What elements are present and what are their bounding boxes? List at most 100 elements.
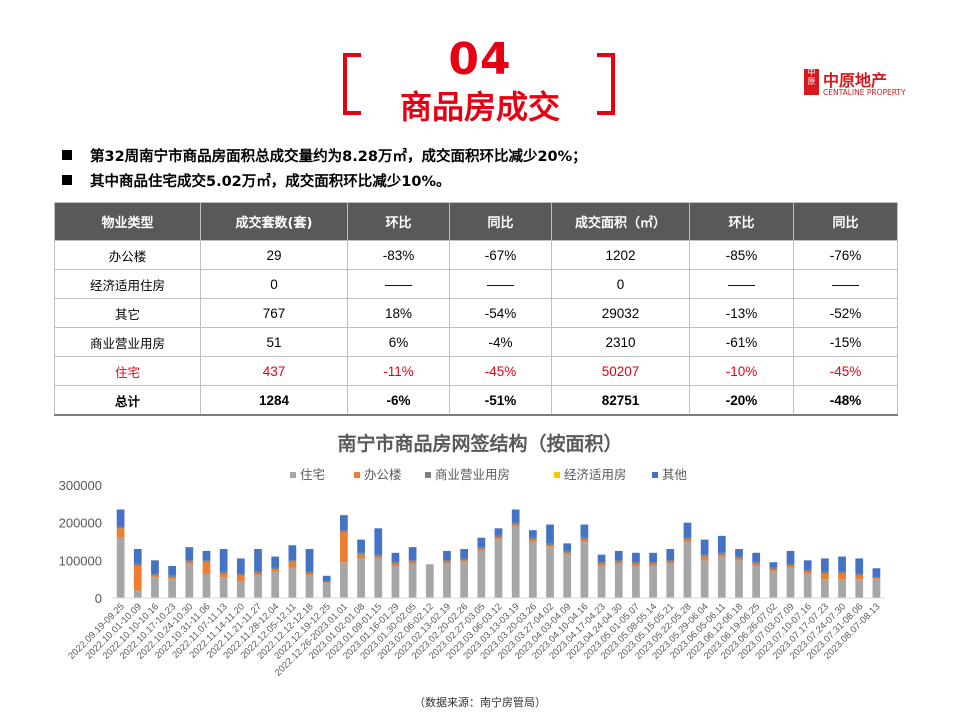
chart-title: 南宁市商品房网签结构（按面积） xyxy=(337,433,623,455)
bar-segment xyxy=(168,575,176,578)
bar-segment xyxy=(254,575,262,598)
bar-segment xyxy=(202,573,211,598)
bar-segment xyxy=(563,550,572,553)
bar-segment xyxy=(855,579,864,598)
bar-segment xyxy=(133,590,142,598)
bar-segment xyxy=(563,552,572,555)
bar-segment xyxy=(632,562,640,565)
bar-segment xyxy=(151,560,159,574)
bar-segment xyxy=(855,573,864,576)
legend-label: 经济适用房 xyxy=(564,467,627,482)
column-header: 成交面积（㎡） xyxy=(551,202,690,241)
bar-segment xyxy=(872,577,881,579)
bar-segment xyxy=(666,560,675,563)
bar-segment xyxy=(528,537,537,540)
table-cell: 767 xyxy=(200,298,348,328)
table-cell: 50207 xyxy=(551,356,690,386)
bar-segment xyxy=(254,549,262,572)
table-cell: 82751 xyxy=(551,385,690,416)
bar-segment xyxy=(219,549,228,572)
table-total-row: 总计 1284 -6% -51% 82751 -20% -48% xyxy=(54,385,898,416)
bar-segment xyxy=(185,560,194,563)
bar-segment xyxy=(546,543,554,546)
summary-bullet-1: 第32周南宁市商品房面积总成交量约为8.28万㎡，成交面积环比减少20%； xyxy=(62,145,587,166)
bar-segment xyxy=(340,530,348,533)
bar-segment xyxy=(202,550,211,561)
legend-swatch xyxy=(354,472,360,478)
stacked-bar-chart: 住宅 办公楼 商业营业用房 经济适用房 其他0100000200000300000202… xyxy=(59,467,885,679)
bar-segment xyxy=(528,530,537,538)
bar-segment xyxy=(803,573,812,598)
table-cell: -4% xyxy=(449,327,552,357)
bar-segment xyxy=(477,549,486,551)
bar-segment xyxy=(219,577,228,598)
bar-segment xyxy=(614,564,623,598)
bar-segment xyxy=(494,535,503,538)
table-cell: —— xyxy=(689,269,794,299)
table-cell: 29 xyxy=(200,240,348,270)
column-header: 同比 xyxy=(449,202,552,241)
bar-segment xyxy=(271,567,280,570)
bar-segment xyxy=(803,560,812,570)
table-cell: 其它 xyxy=(54,298,201,328)
bar-segment xyxy=(322,582,331,598)
table-cell: -45% xyxy=(449,356,552,386)
bar-segment xyxy=(357,539,365,553)
bar-segment xyxy=(597,565,606,598)
bar-segment xyxy=(151,577,159,598)
bar-segment xyxy=(477,547,486,550)
bar-segment xyxy=(288,562,297,568)
bar-segment xyxy=(580,537,589,540)
bar-segment xyxy=(717,552,726,555)
bar-segment xyxy=(288,567,297,598)
table-cell: 18% xyxy=(347,298,450,328)
bar-segment xyxy=(855,558,864,574)
summary-text-1: 第32周南宁市商品房面积总成交量约为8.28万㎡，成交面积环比减少20%； xyxy=(90,149,587,165)
bar-segment xyxy=(580,524,589,538)
bar-segment xyxy=(425,564,434,566)
bar-segment xyxy=(460,562,469,598)
bar-segment xyxy=(425,565,434,598)
table-cell: 6% xyxy=(347,327,450,357)
bar-segment xyxy=(666,562,675,565)
bar-segment xyxy=(632,564,640,566)
source-note: （数据来源：南宁房管局） xyxy=(414,696,546,709)
bar-segment xyxy=(597,562,606,565)
table-cell: 办公楼 xyxy=(54,240,201,270)
bar-segment xyxy=(786,567,795,598)
bar-segment xyxy=(786,564,795,566)
bar-segment xyxy=(151,573,159,576)
header-bracket-right xyxy=(597,53,615,115)
bar-segment xyxy=(666,549,675,561)
table-cell: 0 xyxy=(200,269,348,299)
bar-segment xyxy=(425,565,434,566)
bar-segment xyxy=(374,528,383,555)
logo-subtext: CENTALINE PROPERTY xyxy=(823,88,906,97)
bar-segment xyxy=(185,564,194,598)
bar-segment xyxy=(683,537,692,540)
section-title: 商品房成交 xyxy=(399,88,560,126)
bar-segment xyxy=(271,569,280,572)
bar-segment xyxy=(700,560,709,598)
bar-segment xyxy=(168,577,176,580)
bullet-square-icon xyxy=(62,175,72,185)
table-cell: -85% xyxy=(689,240,794,270)
y-tick-label: 0 xyxy=(95,591,102,606)
column-header: 环比 xyxy=(347,202,450,241)
bar-segment xyxy=(683,522,692,538)
bar-segment xyxy=(838,579,846,598)
bar-segment xyxy=(236,581,245,598)
bar-segment xyxy=(872,568,881,578)
bar-segment xyxy=(752,565,761,598)
y-tick-label: 300000 xyxy=(59,478,102,493)
table-cell: 2310 xyxy=(551,327,690,357)
bar-segment xyxy=(133,549,142,565)
bar-segment xyxy=(546,547,554,598)
bar-segment xyxy=(855,575,864,580)
bar-segment xyxy=(803,571,812,574)
table-cell: -67% xyxy=(449,240,552,270)
table-row: 其它 767 18% -54% 29032 -13% -52% xyxy=(54,298,898,328)
bar-segment xyxy=(391,552,400,563)
bar-segment xyxy=(236,558,245,574)
table-cell: 1202 xyxy=(551,240,690,270)
